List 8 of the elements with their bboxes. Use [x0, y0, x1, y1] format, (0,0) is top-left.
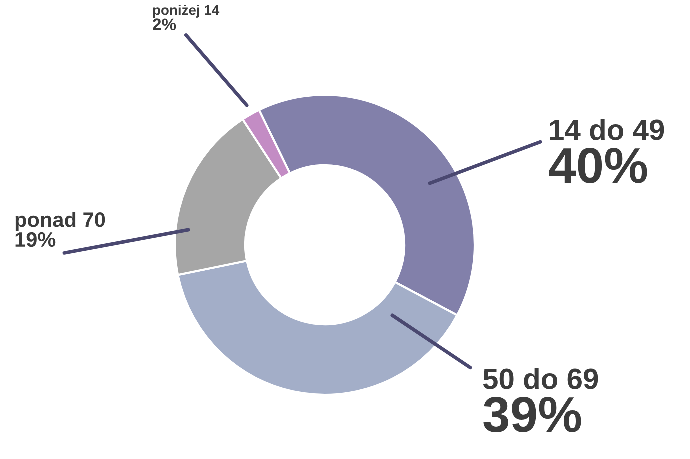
- slice-label: ponad 70: [16, 212, 106, 232]
- data-label: 2%: [153, 18, 176, 30]
- slice-label: 50 do 69: [483, 368, 598, 390]
- data-label: 19%: [16, 232, 56, 248]
- data-label: 40%: [549, 148, 648, 184]
- slice-label: 14 do 49: [550, 119, 664, 140]
- slice-label: poniżej 14: [153, 5, 220, 18]
- data-label: 39%: [484, 397, 582, 433]
